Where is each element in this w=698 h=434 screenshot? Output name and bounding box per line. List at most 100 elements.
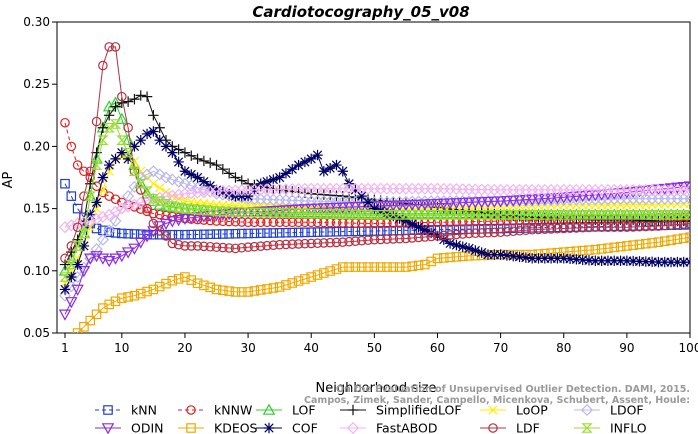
data-point-knnw [72,160,83,170]
data-point-cof [590,255,601,267]
legend-label: LDOF [610,403,644,418]
data-point-ldf [659,220,670,231]
data-point-ldf [445,230,455,240]
data-point-ldf [91,116,102,127]
data-point-kdeos [445,252,455,263]
data-point-odin [323,203,337,215]
data-point-ldof [109,214,122,228]
data-point-cof [154,134,165,146]
x-tick-label: 90 [619,341,634,355]
data-point-ldf [558,223,569,234]
data-point-fastabod [235,184,248,197]
data-point-cof [482,249,494,260]
data-point-odin [475,197,488,209]
data-point-inflo [78,228,90,239]
data-point-ldf [249,241,260,252]
data-point-kdeos [104,299,114,310]
data-point-kdeos [306,272,317,282]
y-tick-label: 0.05 [23,326,50,340]
data-point-inflo [103,122,115,133]
data-point-kdeos [678,233,689,244]
data-point-lof [437,207,451,219]
data-point-ldf [552,223,563,234]
data-point-lof [121,133,135,145]
data-point-inflo [160,198,172,209]
data-point-cof [476,247,487,258]
data-point-kdeos [584,245,594,255]
data-point-kdeos [647,238,657,248]
data-point-fastabod [159,190,173,203]
data-point-ldf [161,231,171,241]
data-point-knn [249,228,260,239]
data-point-cof [160,141,172,152]
data-point-cof [602,255,614,267]
data-point-knn [186,229,197,240]
data-point-inflo [141,186,153,196]
data-point-knn [218,229,228,239]
data-point-ldf [678,219,689,229]
data-point-kdeos [129,290,140,301]
legend-label: ODIN [131,421,164,434]
data-point-ldf [85,166,96,177]
data-point-knnw [117,197,127,208]
data-point-ldf [300,238,310,249]
data-point-kdeos [350,262,361,272]
data-point-ldf [369,234,380,245]
data-point-cof [514,251,525,263]
data-point-cof [324,162,336,174]
data-point-cof [198,176,210,187]
data-point-lof [456,207,469,219]
data-point-kdeos [356,262,367,272]
data-point-cof [217,186,229,198]
data-point-odin [443,198,457,210]
data-point-lof [58,264,72,276]
data-point-knnw [281,217,291,228]
data-point-kdeos [300,274,310,284]
data-point-cof [539,253,550,264]
data-point-kdeos [659,236,670,246]
data-point-kdeos [457,251,468,262]
data-point-kdeos [218,285,228,296]
data-point-cof [381,208,393,219]
data-point-cof [78,240,90,252]
data-point-cof [116,147,128,158]
data-point-odin [115,251,129,263]
x-tick-label: 100 [679,341,698,355]
data-point-fastabod [178,187,191,200]
data-point-ldf [628,222,638,232]
data-point-odin [349,202,362,214]
data-point-odin [172,214,185,227]
data-point-fastabod [683,183,690,196]
data-point-kdeos [173,274,184,284]
data-point-simplifiedlof [205,157,216,169]
data-point-ldf [60,253,70,264]
data-point-knnw [457,216,468,227]
data-point-ldf [666,220,676,230]
data-point-odin [393,200,406,212]
data-point-simplifiedlof [198,155,210,167]
data-point-ldof [153,168,166,181]
data-point-ldf [457,229,468,239]
data-point-odin [551,192,564,205]
data-point-ldf [622,222,632,233]
legend-item-ldf: LDF [480,421,540,434]
data-point-ldf [186,241,197,251]
data-point-ldf [255,241,266,251]
data-point-ldf [148,218,159,229]
data-point-cof [261,176,273,187]
data-point-kdeos [249,286,260,296]
data-point-ldf [331,237,342,248]
legend-label: LOF [292,403,316,418]
data-point-knn [211,229,222,239]
data-point-kdeos [653,237,664,247]
data-point-ldf [104,42,114,52]
data-point-cof [167,147,178,158]
data-point-knnw [104,191,114,201]
data-point-kdeos [331,264,342,274]
data-point-odin [342,202,356,214]
data-point-kdeos [205,282,216,293]
data-point-fastabod [197,186,210,199]
x-tick-label: 1 [61,341,69,355]
legend-item-kdeos: KDEOS [178,421,258,434]
data-point-kdeos [211,284,222,295]
